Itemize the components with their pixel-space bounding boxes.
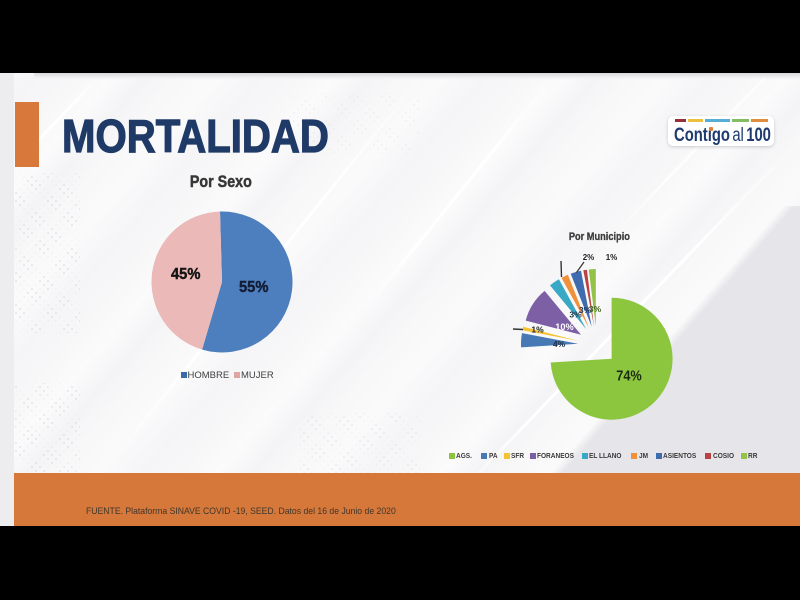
- svg-text:1%: 1%: [606, 253, 618, 262]
- svg-text:1%: 1%: [531, 324, 544, 334]
- svg-text:2%: 2%: [583, 253, 595, 262]
- svg-text:3%: 3%: [569, 310, 582, 320]
- svg-text:3%: 3%: [589, 304, 602, 314]
- svg-text:4%: 4%: [553, 339, 566, 349]
- svg-text:74%: 74%: [616, 366, 642, 383]
- svg-text:10%: 10%: [555, 322, 573, 332]
- svg-text:3%: 3%: [579, 305, 592, 315]
